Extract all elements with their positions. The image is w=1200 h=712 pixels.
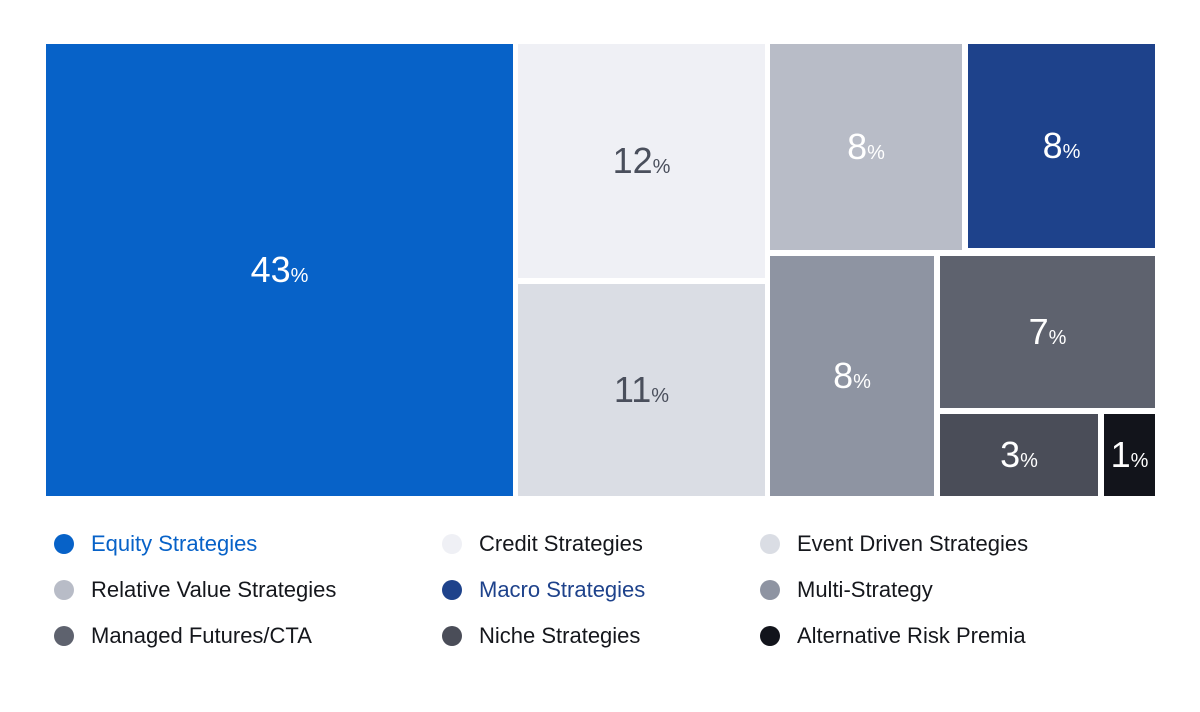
legend-swatch [442,534,462,554]
treemap-tile-relative-value-strategies: 8% [770,44,962,250]
treemap-tile-niche-strategies: 3% [940,414,1098,496]
legend-swatch [54,626,74,646]
tile-value-label: 1% [1104,437,1155,473]
tile-value-label: 8% [770,129,962,165]
treemap-tile-managed-futures-cta: 7% [940,256,1155,408]
legend-label: Event Driven Strategies [797,531,1029,556]
legend-swatch [54,534,74,554]
tile-unit: % [867,142,885,164]
tile-value: 1 [1110,434,1131,475]
legend-item-relative-value-strategies: Relative Value Strategies [54,575,336,605]
legend-item-multi-strategy: Multi-Strategy [760,575,933,605]
tile-value-label: 7% [940,314,1155,350]
legend-swatch [442,580,462,600]
tile-unit: % [290,265,309,287]
legend-label: Relative Value Strategies [91,577,337,602]
tile-value-label: 8% [968,128,1155,164]
legend-swatch [760,580,780,600]
legend-label: Niche Strategies [479,623,641,648]
tile-value-label: 8% [770,358,934,394]
legend-item-credit-strategies: Credit Strategies [442,529,643,559]
tile-unit: % [853,371,871,393]
treemap-tile-macro-strategies: 8% [968,44,1155,248]
tile-value: 8 [833,355,854,396]
tile-value-label: 43% [46,252,513,288]
legend-label: Alternative Risk Premia [797,623,1026,648]
tile-value: 7 [1028,311,1049,352]
tile-unit: % [652,156,671,178]
legend-label: Managed Futures/CTA [91,623,312,648]
legend-item-niche-strategies: Niche Strategies [442,621,640,651]
legend-swatch [54,580,74,600]
treemap-tile-multi-strategy: 8% [770,256,934,496]
tile-unit: % [1020,450,1038,472]
legend-item-managed-futures-cta: Managed Futures/CTA [54,621,312,651]
tile-unit: % [1130,450,1149,472]
tile-value: 11 [613,369,652,410]
tile-value-label: 11% [518,372,765,408]
legend-swatch [760,626,780,646]
legend-item-macro-strategies: Macro Strategies [442,575,645,605]
tile-unit: % [1062,141,1081,163]
tile-value-label: 12% [518,143,765,179]
tile-unit: % [1048,327,1067,349]
legend-item-event-driven-strategies: Event Driven Strategies [760,529,1028,559]
legend-label: Multi-Strategy [797,577,933,602]
legend-item-equity-strategies: Equity Strategies [54,529,257,559]
legend-label: Equity Strategies [91,531,258,556]
tile-value: 3 [1000,434,1021,475]
tile-value: 43 [250,249,291,290]
treemap-tile-alternative-risk-premia: 1% [1104,414,1155,496]
treemap-tile-event-driven-strategies: 11% [518,284,765,496]
treemap-tile-equity-strategies: 43% [46,44,513,496]
legend-swatch [442,626,462,646]
tile-value: 8 [847,126,868,167]
legend-swatch [760,534,780,554]
tile-value: 12 [612,140,653,181]
tile-value: 8 [1042,125,1063,166]
tile-value-label: 3% [940,437,1098,473]
legend-item-alternative-risk-premia: Alternative Risk Premia [760,621,1026,651]
legend-label: Macro Strategies [479,577,646,602]
legend-label: Credit Strategies [479,531,643,556]
tile-unit: % [651,385,670,407]
treemap-tile-credit-strategies: 12% [518,44,765,278]
